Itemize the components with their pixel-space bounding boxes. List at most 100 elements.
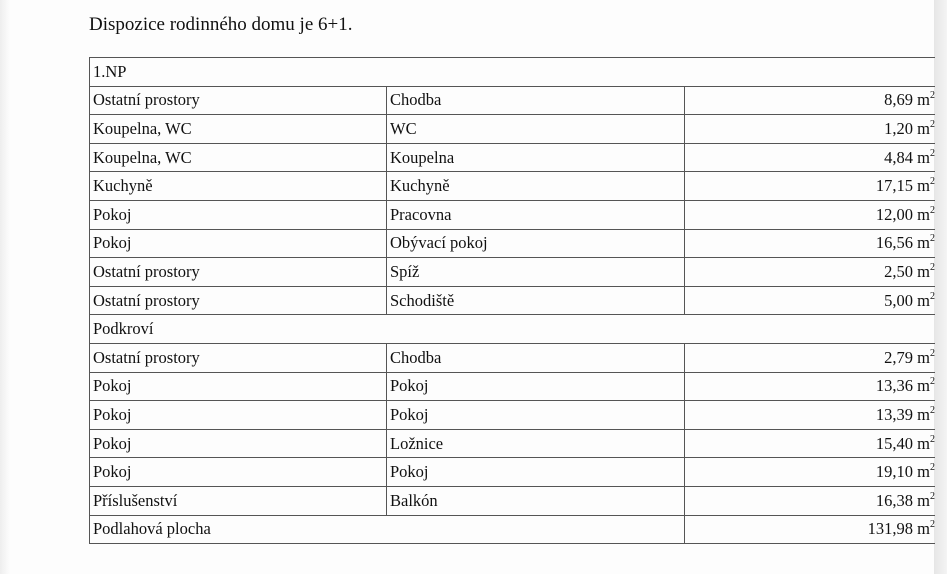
area-unit: m: [917, 233, 930, 253]
total-label: Podlahová plocha: [89, 514, 685, 545]
unit-exponent: 2: [930, 176, 935, 188]
area-unit: m: [917, 118, 930, 138]
area-cell: 16,38 m2: [684, 485, 935, 516]
section-name: 1.NP: [89, 57, 935, 87]
area-unit: m: [917, 204, 930, 224]
area-unit: m: [917, 433, 930, 453]
unit-exponent: 2: [930, 90, 935, 102]
unit-exponent: 2: [930, 347, 935, 359]
area-unit: m: [917, 462, 930, 482]
room-name-cell: WC: [386, 114, 685, 144]
table-row: Pokoj Obývací pokoj 16,56 m2: [89, 228, 935, 259]
room-type-cell: Koupelna, WC: [89, 114, 387, 144]
room-type-cell: Pokoj: [89, 371, 387, 402]
area-unit: m: [917, 261, 930, 281]
unit-exponent: 2: [930, 147, 935, 159]
room-type-cell: Ostatní prostory: [89, 257, 387, 287]
area-cell: 13,36 m2: [684, 371, 935, 402]
area-unit: m: [917, 404, 930, 424]
total-row: Podlahová plocha 131,98 m2: [89, 514, 935, 545]
area-value: 13,36: [875, 376, 914, 396]
area-cell: 2,50 m2: [684, 257, 935, 287]
unit-exponent: 2: [930, 261, 935, 273]
room-name-cell: Pokoj: [386, 400, 685, 430]
room-name-cell: Pokoj: [386, 457, 685, 487]
area-cell: 4,84 m2: [684, 142, 935, 173]
section-header-row: 1.NP: [89, 57, 935, 87]
room-type-cell: Pokoj: [89, 199, 387, 230]
table-row: Koupelna, WC WC 1,20 m2: [89, 114, 935, 144]
area-cell: 1,20 m2: [684, 114, 935, 144]
area-value: 8,69: [884, 90, 914, 110]
room-area-table: 1.NP Ostatní prostory Chodba 8,69 m2 Kou…: [89, 57, 935, 545]
table-row: Pokoj Pokoj 13,39 m2: [89, 400, 935, 430]
area-cell: 17,15 m2: [684, 171, 935, 201]
unit-exponent: 2: [930, 118, 935, 130]
room-type-cell: Pokoj: [89, 400, 387, 430]
unit-exponent: 2: [930, 519, 935, 531]
room-type-cell: Pokoj: [89, 228, 387, 259]
room-name-cell: Spíž: [386, 257, 685, 287]
area-value: 2,79: [884, 347, 914, 367]
unit-exponent: 2: [930, 376, 935, 388]
unit-exponent: 2: [930, 233, 935, 245]
table-row: Ostatní prostory Schodiště 5,00 m2: [89, 285, 935, 316]
room-name-cell: Ložnice: [386, 428, 685, 459]
room-type-cell: Ostatní prostory: [89, 285, 387, 316]
area-value: 16,38: [875, 490, 914, 510]
area-value: 12,00: [875, 204, 914, 224]
document-heading: Dispozice rodinného domu je 6+1.: [89, 14, 353, 35]
table-row: Příslušenství Balkón 16,38 m2: [89, 485, 935, 516]
table-row: Pokoj Pokoj 13,36 m2: [89, 371, 935, 402]
room-name-cell: Kuchyně: [386, 171, 685, 201]
table-row: Ostatní prostory Spíž 2,50 m2: [89, 257, 935, 287]
unit-exponent: 2: [930, 462, 935, 474]
area-unit: m: [917, 490, 930, 510]
scan-page-edge: [934, 0, 947, 574]
area-unit: m: [917, 376, 930, 396]
room-type-cell: Příslušenství: [89, 485, 387, 516]
room-name-cell: Chodba: [386, 85, 685, 116]
area-value: 5,00: [884, 290, 914, 310]
room-type-cell: Ostatní prostory: [89, 342, 387, 373]
room-type-cell: Pokoj: [89, 457, 387, 487]
room-name-cell: Obývací pokoj: [386, 228, 685, 259]
room-name-cell: Koupelna: [386, 142, 685, 173]
room-name-cell: Balkón: [386, 485, 685, 516]
area-unit: m: [917, 176, 930, 196]
area-value: 13,39: [875, 404, 914, 424]
area-value: 4,84: [884, 147, 914, 167]
room-name-cell: Schodiště: [386, 285, 685, 316]
area-value: 17,15: [875, 176, 914, 196]
unit-exponent: 2: [930, 204, 935, 216]
area-unit: m: [917, 90, 930, 110]
table-row: Ostatní prostory Chodba 8,69 m2: [89, 85, 935, 116]
area-value: 15,40: [875, 433, 914, 453]
area-cell: 2,79 m2: [684, 342, 935, 373]
area-unit: m: [917, 147, 930, 167]
area-unit: m: [917, 347, 930, 367]
unit-exponent: 2: [930, 404, 935, 416]
area-value: 131,98: [867, 519, 914, 539]
table-row: Kuchyně Kuchyně 17,15 m2: [89, 171, 935, 201]
table-row: Ostatní prostory Chodba 2,79 m2: [89, 342, 935, 373]
room-type-cell: Pokoj: [89, 428, 387, 459]
area-unit: m: [917, 290, 930, 310]
section-name: Podkroví: [89, 314, 935, 344]
room-name-cell: Chodba: [386, 342, 685, 373]
area-value: 2,50: [884, 261, 914, 281]
scan-shadow-left: [0, 0, 10, 574]
area-value: 19,10: [875, 462, 914, 482]
unit-exponent: 2: [930, 433, 935, 445]
area-cell: 5,00 m2: [684, 285, 935, 316]
area-value: 16,56: [875, 233, 914, 253]
table-row: Pokoj Ložnice 15,40 m2: [89, 428, 935, 459]
table-row: Koupelna, WC Koupelna 4,84 m2: [89, 142, 935, 173]
area-cell: 16,56 m2: [684, 228, 935, 259]
area-cell: 13,39 m2: [684, 400, 935, 430]
room-name-cell: Pokoj: [386, 371, 685, 402]
area-cell: 15,40 m2: [684, 428, 935, 459]
area-value: 1,20: [884, 118, 914, 138]
unit-exponent: 2: [930, 490, 935, 502]
table-row: Pokoj Pokoj 19,10 m2: [89, 457, 935, 487]
